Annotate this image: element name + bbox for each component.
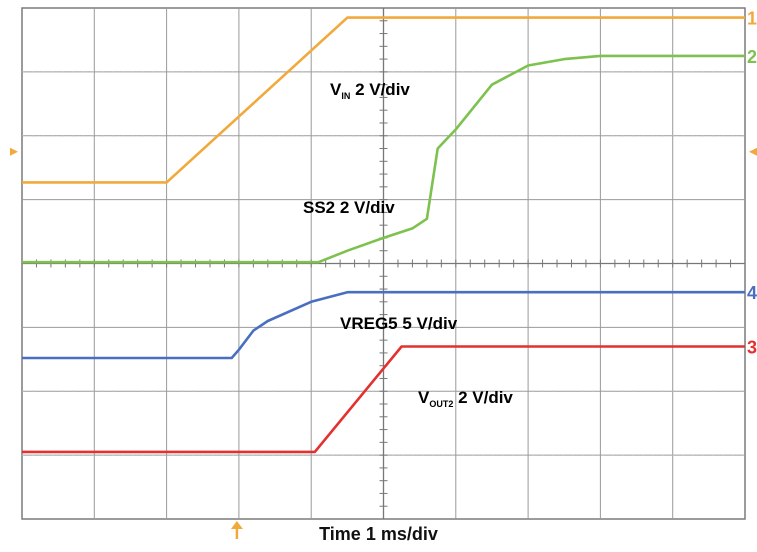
series-label-vout2: VOUT2 2 V/div (418, 388, 513, 409)
channel-marker-vin: 1 (747, 9, 757, 29)
series-label-vreg5: VREG5 5 V/div (340, 314, 458, 333)
x-axis-label: Time 1 ms/div (319, 524, 438, 544)
series-label-ss2: SS2 2 V/div (303, 198, 395, 217)
trigger-position-arrow-head (230, 521, 243, 529)
trace-vin (22, 16, 745, 184)
trace-ss2 (22, 54, 745, 264)
chart-labels: VIN 2 V/div SS2 2 V/div VREG5 5 V/div VO… (303, 80, 513, 409)
channel-marker-vout2: 3 (747, 338, 757, 358)
channel-marker-ss2: 2 (747, 47, 757, 67)
trace-vout2 (22, 345, 745, 454)
channel-marker-vreg5: 4 (747, 283, 757, 303)
trace-vreg5 (22, 290, 745, 360)
trigger-level-right-arrow (749, 147, 757, 156)
chart-traces (22, 16, 745, 454)
series-label-vin: VIN 2 V/div (330, 80, 410, 101)
trigger-level-left-arrow (10, 147, 18, 156)
chart-markers: 1 2 4 3 (10, 9, 757, 539)
